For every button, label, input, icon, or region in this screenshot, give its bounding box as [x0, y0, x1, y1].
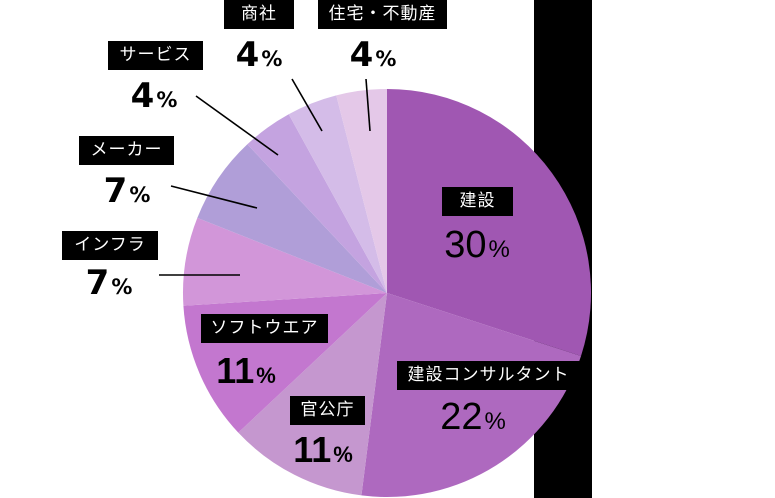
percent-sign: %	[129, 183, 151, 207]
leader-line-jutaku	[365, 78, 371, 132]
label-shosha: 商社	[224, 0, 294, 29]
pie-slice	[238, 293, 387, 496]
value-number: 7	[85, 263, 110, 303]
percent-sign: %	[261, 47, 283, 71]
value-kensetsu-consultant: 22%	[432, 398, 514, 436]
pie-slice	[197, 144, 387, 293]
pie-slice	[247, 114, 387, 294]
value-number: 11	[293, 429, 332, 470]
label-jutaku-fudousan: 住宅・不動産	[318, 0, 447, 29]
value-jutaku-fudousan: 4%	[344, 38, 402, 72]
value-maker: 7%	[98, 174, 156, 208]
value-number: 4	[235, 35, 260, 75]
value-number: 22	[440, 396, 483, 438]
label-software: ソフトウエア	[201, 314, 328, 343]
value-number: 4	[349, 35, 374, 75]
pie-slice	[183, 217, 387, 306]
value-infra: 7%	[80, 266, 138, 300]
value-shosha: 4%	[230, 38, 288, 72]
value-software: 11%	[208, 353, 284, 389]
leader-lines	[159, 78, 371, 276]
pie-slice	[288, 95, 387, 294]
percent-sign: %	[156, 88, 178, 112]
pie-slice	[336, 89, 387, 293]
percent-sign: %	[256, 363, 276, 388]
label-service: サービス	[108, 41, 203, 70]
label-maker: メーカー	[79, 136, 174, 165]
pie-slice	[387, 89, 591, 357]
value-number: 7	[103, 171, 128, 211]
leader-line-shosha	[291, 78, 323, 132]
value-number: 4	[130, 76, 155, 116]
label-infra: インフラ	[62, 231, 158, 260]
percent-sign: %	[111, 275, 133, 299]
value-service: 4%	[125, 79, 183, 113]
label-kankoucho: 官公庁	[290, 396, 365, 425]
percent-sign: %	[375, 47, 397, 71]
value-kensetsu: 30%	[436, 226, 518, 264]
value-number: 11	[216, 350, 255, 391]
percent-sign: %	[484, 408, 506, 435]
pie-slices	[183, 89, 591, 497]
percent-sign: %	[488, 236, 510, 263]
label-kensetsu: 建設	[442, 187, 513, 216]
value-number: 30	[444, 224, 487, 266]
label-kensetsu-consultant: 建設コンサルタント	[397, 361, 580, 390]
leader-line-service	[195, 95, 279, 156]
value-kankoucho: 11%	[285, 432, 361, 468]
percent-sign: %	[333, 442, 353, 467]
pie-slice	[361, 293, 582, 497]
leader-line-maker	[170, 185, 258, 209]
